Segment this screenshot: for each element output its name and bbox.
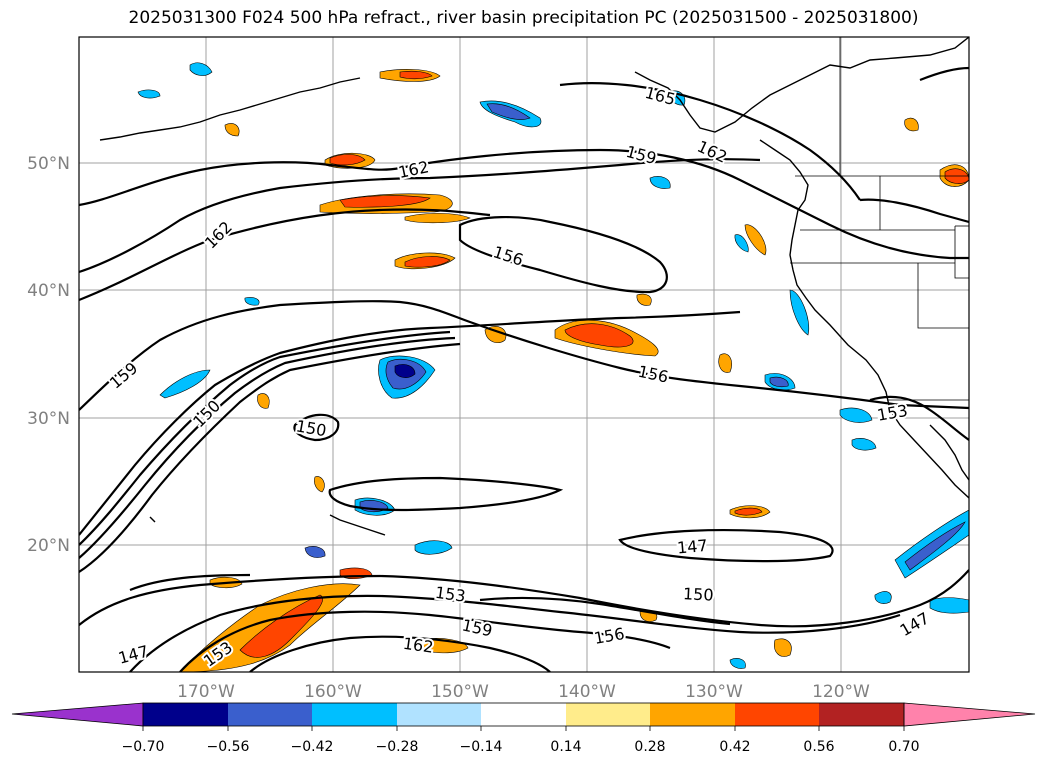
shaded-anomalies [137,62,969,672]
lat-label-40n: 40°N [27,281,70,301]
lon-label-120w: 120°W [812,682,870,702]
lon-label-150w: 150°W [431,682,489,702]
colorbar-segment [312,703,397,726]
colorbar-tick-label: 0.56 [803,739,834,755]
colorbar-segment [735,703,819,726]
colorbar-segment [481,703,566,726]
colorbar-segment [143,703,228,726]
contour-label: 150 [683,584,714,605]
colorbar-tick-label: 0.14 [550,739,581,755]
colorbar: −0.70 −0.56 −0.42 −0.28 −0.14 0.14 0.28 … [11,702,1036,755]
colorbar-tick-label: −0.70 [122,739,165,755]
map-title: 2025031300 F024 500 hPa refract., river … [128,8,919,28]
colorbar-tick-label: −0.42 [291,739,334,755]
latitude-labels: 50°N 40°N 30°N 20°N [27,154,70,556]
lon-label-140w: 140°W [558,682,616,702]
colorbar-tick-label: −0.56 [207,739,250,755]
colorbar-tick-label: 0.70 [888,739,919,755]
lat-label-20n: 20°N [27,536,70,556]
colorbar-ticks [142,726,905,731]
colorbar-segment [566,703,650,726]
lat-label-50n: 50°N [27,154,70,174]
colorbar-segment [819,703,904,726]
colorbar-tick-label: 0.28 [634,739,665,755]
lon-label-160w: 160°W [304,682,362,702]
coastlines [99,37,969,536]
contour-label: 147 [676,536,708,558]
colorbar-tick-label: −0.28 [376,739,419,755]
colorbar-extend-high [903,702,1036,727]
longitude-labels: 170°W 160°W 150°W 140°W 130°W 120°W [177,682,870,702]
state-borders [790,37,969,401]
colorbar-segment [397,703,481,726]
map-panel [79,37,969,672]
colorbar-extend-low [11,702,144,727]
colorbar-segment [228,703,312,726]
lon-label-170w: 170°W [177,682,235,702]
gridlines [79,37,969,672]
map-frame [78,36,970,673]
colorbar-frame [142,702,905,727]
colorbar-tick-label: −0.14 [460,739,503,755]
lon-label-130w: 130°W [685,682,743,702]
refractivity-contours [79,66,969,672]
colorbar-segment [650,703,735,726]
colorbar-tick-label: 0.42 [719,739,750,755]
lat-label-30n: 30°N [27,409,70,429]
